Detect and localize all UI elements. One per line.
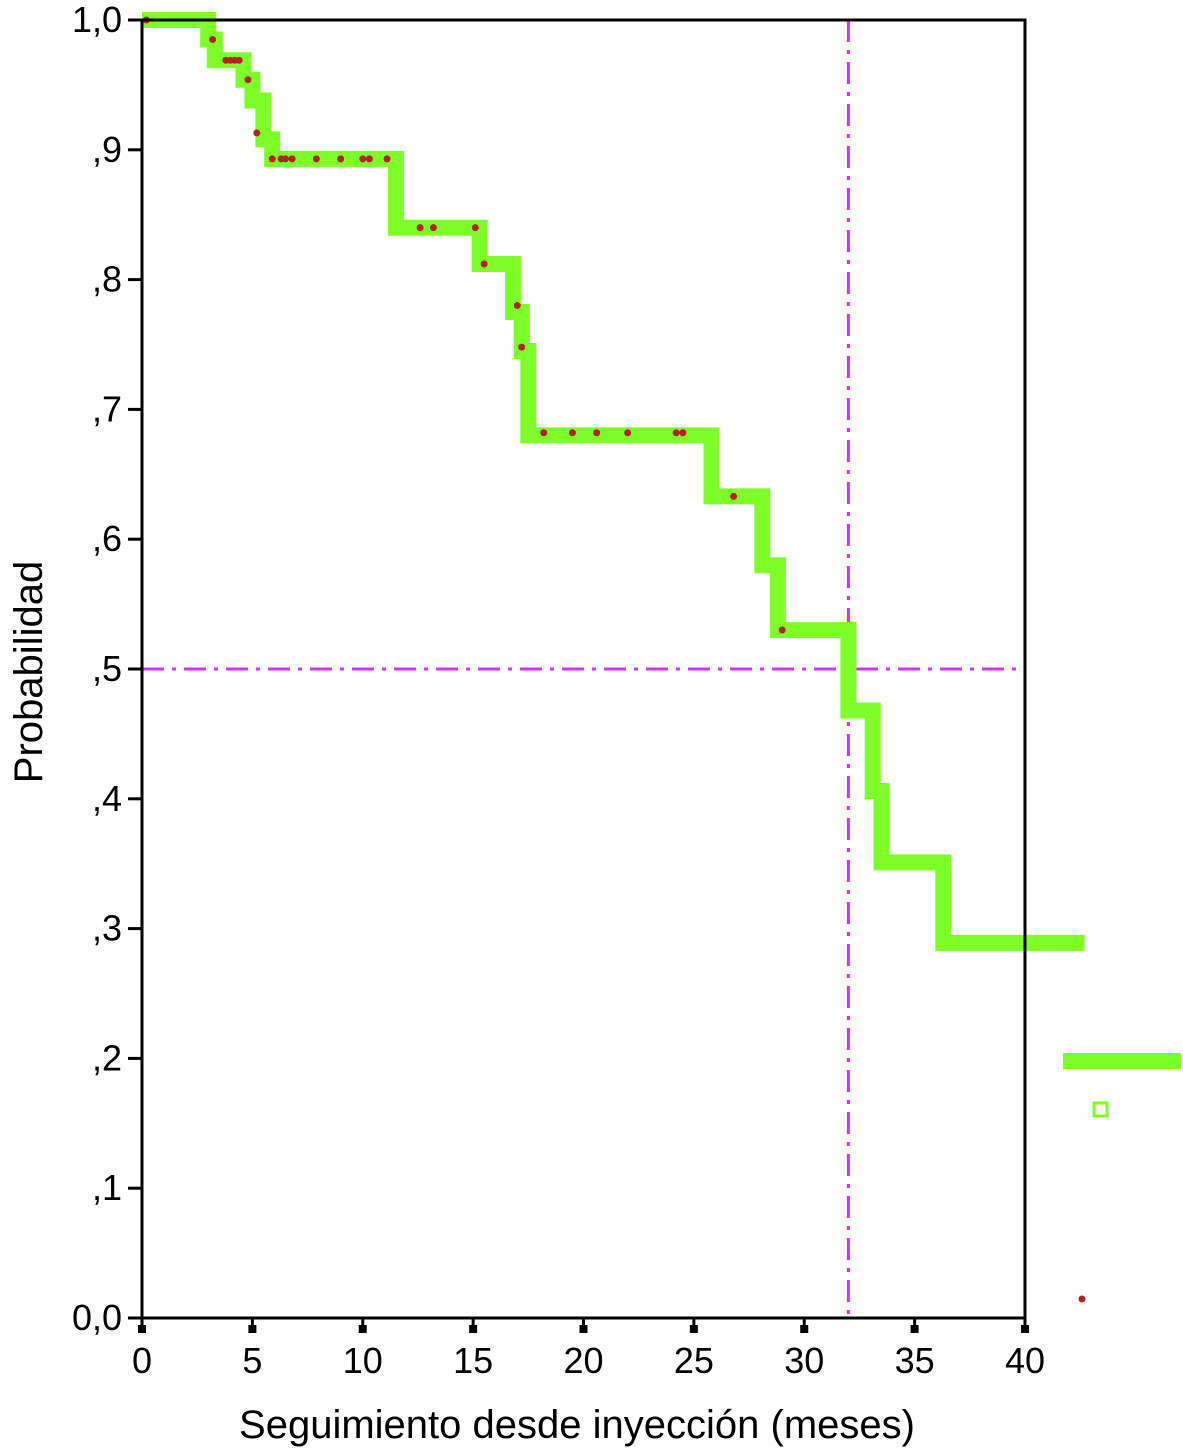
- censored-mark: [253, 129, 261, 137]
- y-tick-label: ,1: [92, 1167, 122, 1208]
- censored-mark: [337, 155, 345, 163]
- x-tick-label: 30: [784, 1340, 824, 1381]
- x-tick-marker: [138, 1325, 146, 1333]
- censored-mark: [679, 429, 687, 437]
- reference-lines: [142, 20, 1025, 1318]
- x-tick-label: 35: [895, 1340, 935, 1381]
- censored-mark: [209, 35, 217, 43]
- y-tick-label: ,3: [92, 908, 122, 949]
- x-axis-title: Seguimiento desde inyección (meses): [239, 1403, 915, 1447]
- censored-mark: [383, 155, 391, 163]
- y-tick-label: ,9: [92, 129, 122, 170]
- censored-mark: [359, 155, 367, 163]
- legend: [1063, 1053, 1181, 1303]
- censored-mark: [288, 155, 296, 163]
- y-tick-label: ,8: [92, 259, 122, 300]
- x-tick-label: 25: [674, 1340, 714, 1381]
- censored-mark: [778, 626, 786, 634]
- censored-mark: [235, 56, 243, 64]
- x-tick-marker: [689, 1325, 698, 1333]
- x-tick-marker: [358, 1325, 367, 1333]
- y-tick-label: 1,0: [72, 0, 122, 40]
- y-axis-title: Probabilidad: [7, 561, 51, 783]
- censored-mark: [429, 224, 437, 232]
- y-tick-label: ,2: [92, 1037, 122, 1078]
- x-tick-label: 40: [1005, 1340, 1045, 1381]
- x-tick-label: 5: [242, 1340, 262, 1381]
- x-tick-marker: [579, 1325, 588, 1333]
- censored-mark: [244, 76, 252, 84]
- censored-mark: [568, 429, 576, 437]
- series-layer: [142, 12, 1085, 951]
- censored-mark: [365, 155, 373, 163]
- censored-mark: [730, 492, 738, 500]
- censored-mark: [471, 224, 479, 232]
- y-tick-label: ,6: [92, 518, 122, 559]
- censored-mark: [593, 429, 601, 437]
- censored-mark: [513, 302, 521, 310]
- legend-dot-swatch: [1078, 1295, 1086, 1303]
- x-tick-marker: [248, 1325, 257, 1333]
- y-tick-label: ,7: [92, 388, 122, 429]
- censored-mark: [624, 429, 632, 437]
- censored-mark: [281, 155, 289, 163]
- x-tick-marker: [469, 1325, 478, 1333]
- censored-mark: [672, 429, 680, 437]
- censored-mark: [416, 224, 424, 232]
- censored-mark: [312, 155, 320, 163]
- x-tick-marker: [1021, 1325, 1029, 1333]
- x-tick-marker: [910, 1325, 919, 1333]
- y-tick-label: ,5: [92, 648, 122, 689]
- legend-line-swatch: [1063, 1053, 1181, 1069]
- censored-mark: [518, 343, 526, 351]
- x-axis: 0 5 10 15 20 25 30 35 40: [132, 1318, 1045, 1381]
- x-tick-label: 20: [563, 1340, 603, 1381]
- censored-mark: [540, 429, 548, 437]
- y-axis: 0,0 ,1 ,2 ,3 ,4 ,5 ,6 ,7 ,8 ,9 1,0: [72, 0, 142, 1338]
- x-tick-label: 0: [132, 1340, 152, 1381]
- legend-square-swatch: [1092, 1101, 1109, 1118]
- x-tick-marker: [800, 1325, 809, 1333]
- x-tick-label: 15: [453, 1340, 493, 1381]
- censored-mark: [480, 260, 488, 268]
- censored-mark: [268, 155, 276, 163]
- y-tick-label: 0,0: [72, 1297, 122, 1338]
- y-tick-label: ,4: [92, 778, 122, 819]
- x-tick-label: 10: [343, 1340, 383, 1381]
